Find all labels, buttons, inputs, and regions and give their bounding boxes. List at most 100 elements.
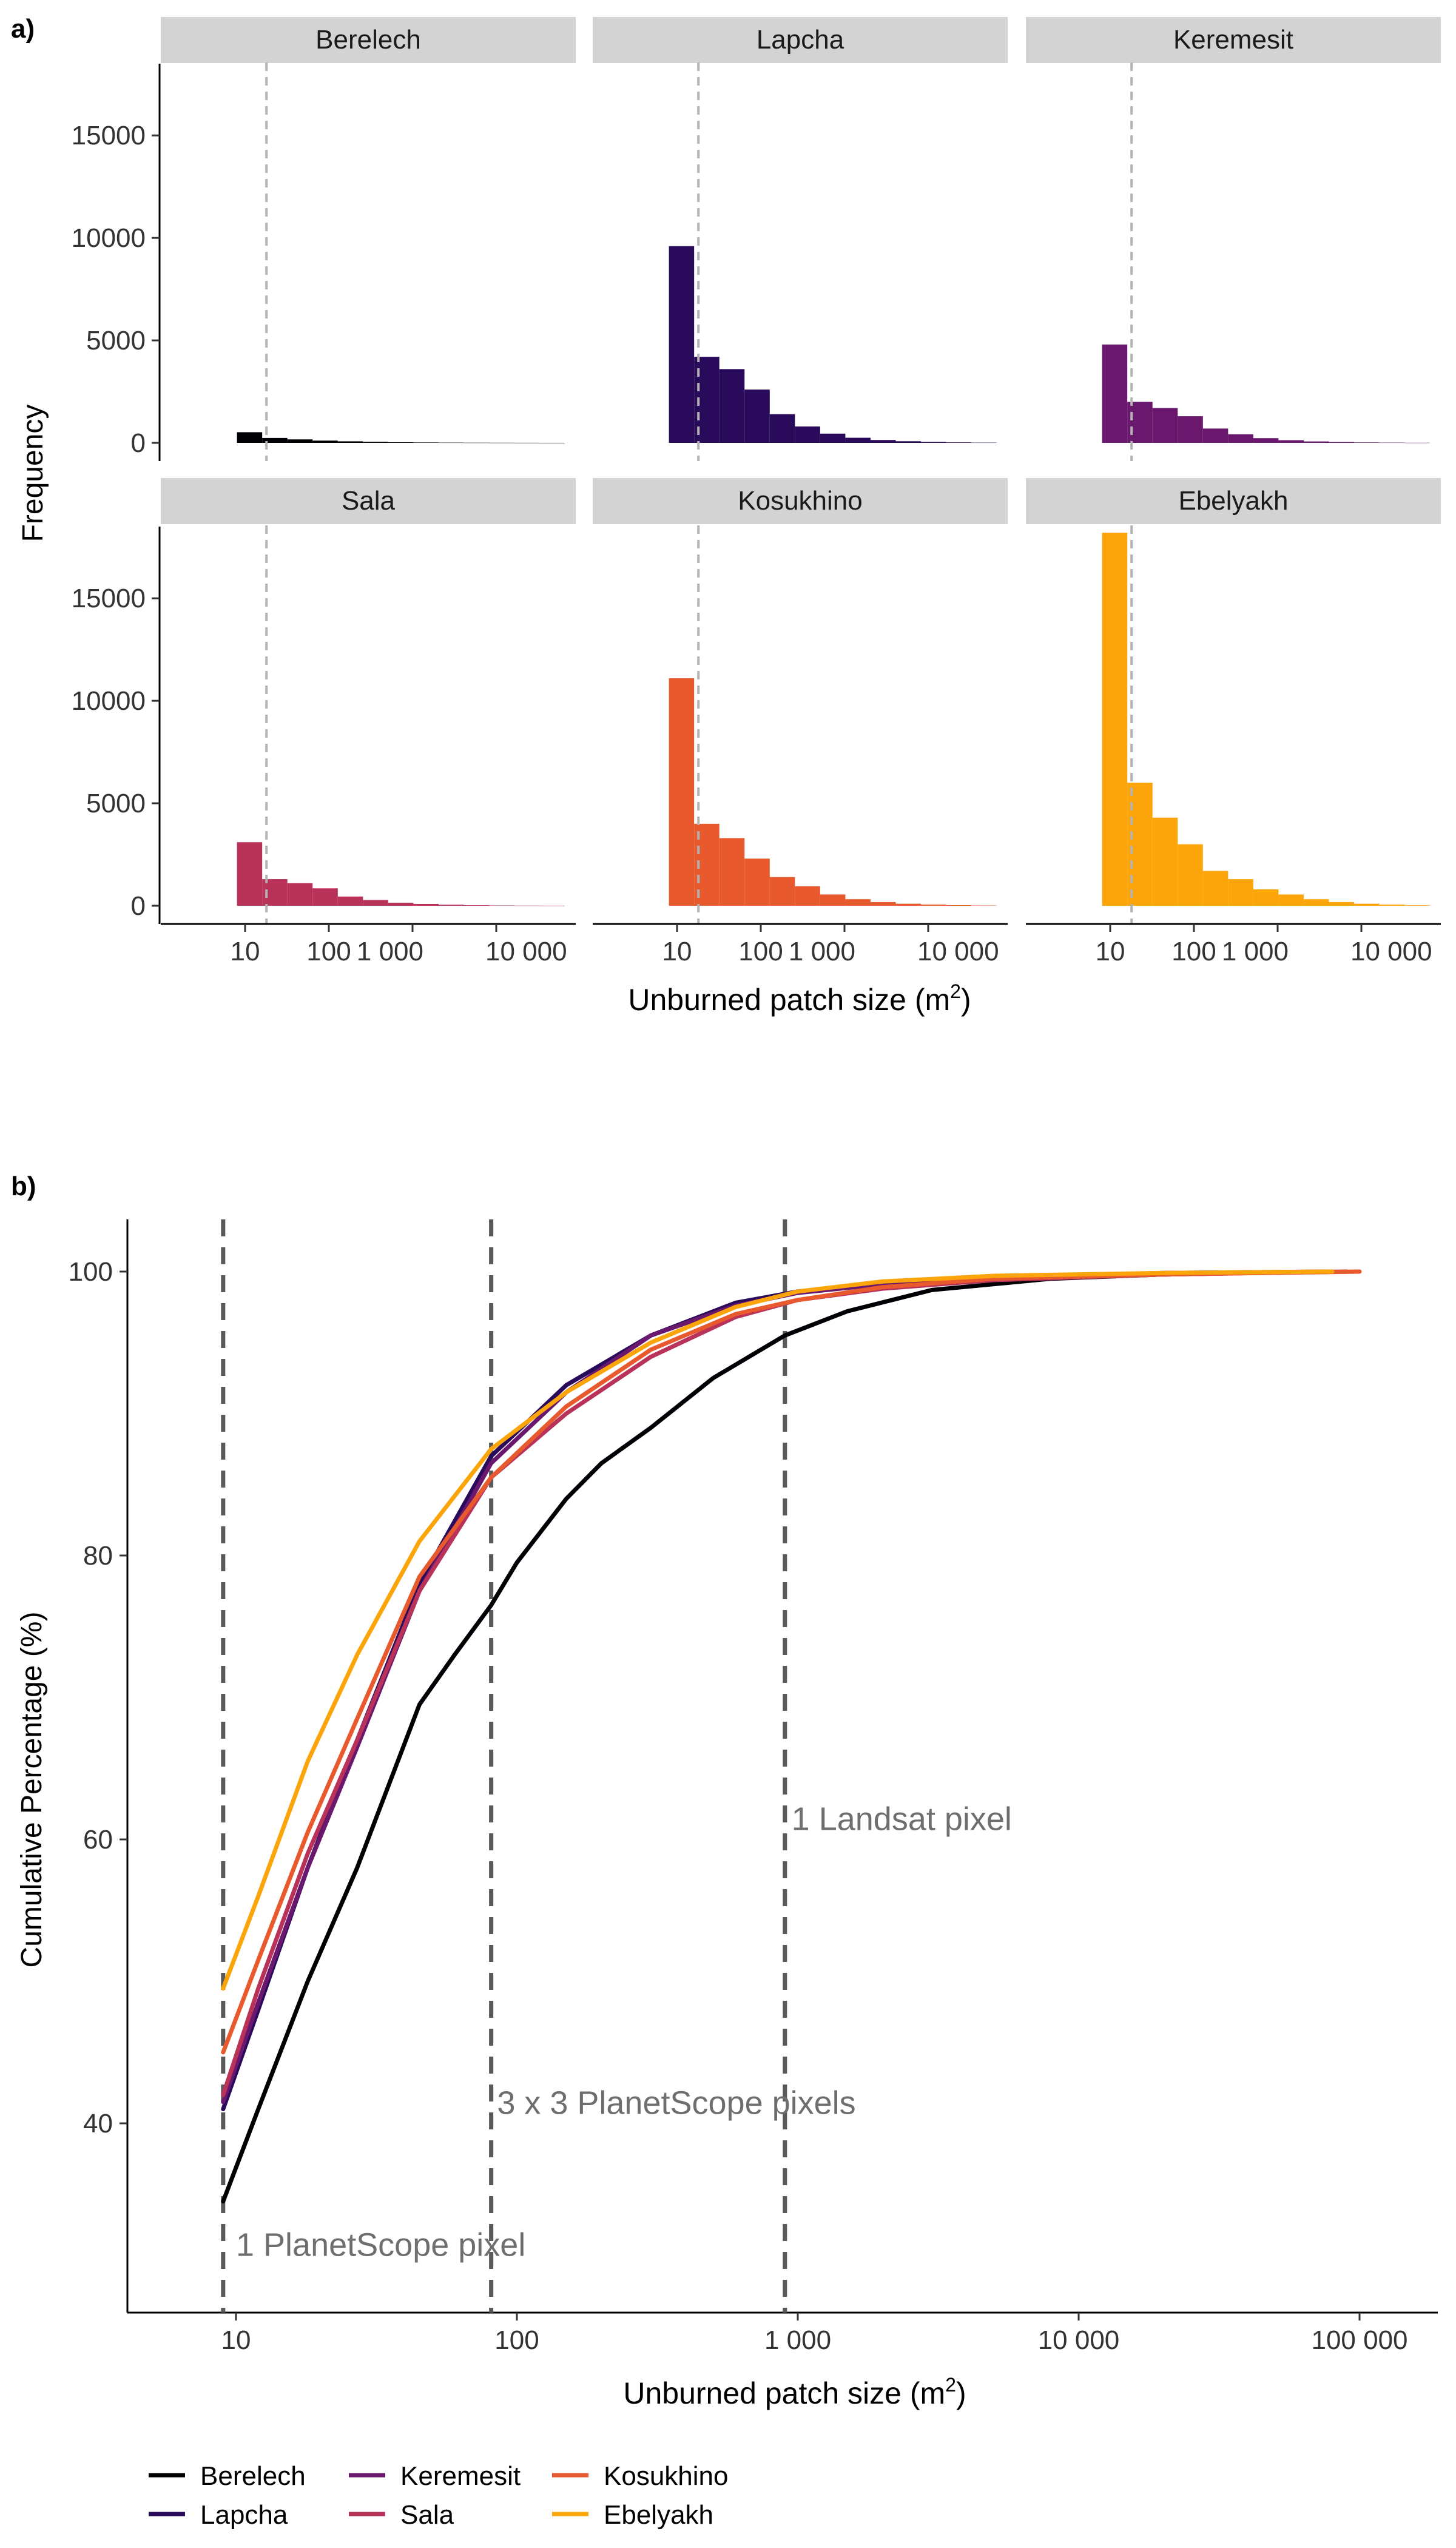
- histogram-bar: [363, 442, 388, 443]
- histogram-bar: [946, 905, 972, 906]
- facet-berelech: Berelech: [161, 17, 576, 461]
- histogram-bar: [1228, 434, 1253, 443]
- histogram-bar: [1329, 442, 1355, 443]
- facet-strip: [1026, 17, 1441, 63]
- histogram-bar: [312, 440, 338, 443]
- histogram-bar: [489, 905, 514, 906]
- panel-b-y-axis-title: Cumulative Percentage (%): [16, 1612, 48, 1968]
- legend-item: Berelech: [149, 2461, 306, 2491]
- facet-title: Lapcha: [757, 25, 844, 55]
- histogram-bar: [1102, 344, 1128, 443]
- y-tick-label: 80: [83, 1541, 113, 1571]
- panel-b-x-axis-title: Unburned patch size (m2): [623, 2374, 966, 2410]
- facet-strip: [593, 478, 1008, 524]
- histogram-bar: [1278, 440, 1304, 443]
- x-tick-label: 1 000: [789, 937, 855, 966]
- annotation-label: 1 PlanetScope pixel: [236, 2227, 525, 2263]
- x-tick-label: 100: [1171, 937, 1216, 966]
- annotation-label: 3 x 3 PlanetScope pixels: [497, 2085, 855, 2122]
- facet-title: Sala: [342, 486, 396, 516]
- histogram-bar: [463, 905, 490, 906]
- y-tick-label: 5000: [86, 789, 146, 818]
- x-tick-label: 10: [221, 2325, 251, 2355]
- panel-a-x-axis-title: Unburned patch size (m2): [628, 980, 971, 1017]
- legend-label: Keremesit: [400, 2461, 521, 2491]
- facet-ebelyakh: Ebelyakh: [1026, 478, 1441, 924]
- y-tick-label: 40: [83, 2109, 113, 2138]
- histogram-bar: [1253, 889, 1279, 906]
- histogram-bar: [1253, 438, 1279, 443]
- histogram-bar: [1202, 871, 1228, 906]
- y-tick-label: 60: [83, 1825, 113, 1855]
- y-tick-label: 0: [131, 428, 146, 458]
- histogram-bar: [388, 902, 414, 906]
- legend-label: Ebelyakh: [604, 2500, 713, 2530]
- histogram-bar: [287, 439, 313, 443]
- y-tick-label: 10000: [72, 223, 146, 253]
- legend-item: Kosukhino: [552, 2461, 728, 2491]
- series-line-kosukhino: [221, 1269, 1362, 2055]
- facet-title: Keremesit: [1173, 25, 1293, 55]
- histogram-bar: [413, 903, 439, 906]
- histogram-bar: [312, 888, 338, 906]
- x-tick-label: 10: [1096, 937, 1125, 966]
- facet-keremesit: Keremesit: [1026, 17, 1441, 461]
- series-line-lapcha: [221, 1269, 1335, 2112]
- facet-strip: [161, 17, 576, 63]
- histogram-bar: [337, 441, 363, 443]
- histogram-bar: [845, 437, 871, 443]
- x-tick-label: 100: [306, 937, 351, 966]
- panel-a: a) Berelech Lapcha Keremesit Sala Kosukhino E…: [11, 14, 1441, 1017]
- histogram-bar: [744, 858, 770, 906]
- y-tick-label: 15000: [72, 121, 146, 150]
- histogram-bar: [1303, 441, 1329, 443]
- facet-strip: [161, 478, 576, 524]
- histogram-bar: [438, 905, 464, 906]
- x-tick-label: 1 000: [357, 937, 423, 966]
- facet-strip: [593, 17, 1008, 63]
- histogram-bar: [1329, 902, 1355, 906]
- histogram-bar: [413, 442, 439, 443]
- panel-a-tag: a): [11, 14, 35, 44]
- histogram-bar: [262, 437, 288, 443]
- histogram-bar: [795, 886, 820, 906]
- histogram-bar: [744, 389, 770, 443]
- series-line-ebelyakh: [221, 1269, 1335, 1991]
- histogram-bar: [669, 678, 695, 906]
- series-line-berelech: [221, 1269, 1335, 2204]
- legend-item: Sala: [349, 2500, 454, 2530]
- facet-grid: Berelech Lapcha Keremesit Sala Kosukhino Ebel…: [161, 17, 1441, 924]
- histogram-bar: [870, 902, 896, 906]
- histogram-bar: [1354, 903, 1380, 906]
- histogram-bar: [287, 883, 313, 906]
- histogram-bar: [921, 442, 946, 443]
- annotation-label: 1 Landsat pixel: [792, 1801, 1012, 1838]
- x-tick-label: 10: [662, 937, 692, 966]
- histogram-bar: [971, 905, 997, 906]
- histogram-bar: [1278, 894, 1304, 906]
- facet-title: Berelech: [315, 25, 421, 55]
- histogram-bar: [388, 442, 414, 443]
- x-tick-label: 10 000: [485, 937, 567, 966]
- histogram-bar: [1127, 402, 1153, 443]
- series-line-keremesit: [221, 1269, 1335, 2105]
- histogram-bar: [1152, 817, 1178, 906]
- facet-strip: [1026, 478, 1441, 524]
- x-tick-label: 100 000: [1311, 2325, 1407, 2355]
- histogram-bar: [1404, 905, 1430, 906]
- x-tick-label: 10 000: [1350, 937, 1432, 966]
- histogram-bar: [769, 414, 795, 443]
- legend: Berelech Lapcha Keremesit Sala Kosukhino Ebel…: [149, 2461, 728, 2530]
- panel-b-tag: b): [11, 1171, 36, 1201]
- histogram-bar: [669, 246, 695, 443]
- histogram-bar: [1202, 428, 1228, 443]
- legend-item: Ebelyakh: [552, 2500, 713, 2530]
- facet-lapcha: Lapcha: [593, 17, 1008, 461]
- y-tick-label: 10000: [72, 686, 146, 716]
- facet-title: Kosukhino: [738, 486, 862, 516]
- histogram-bar: [237, 432, 263, 443]
- histogram-bar: [769, 877, 795, 906]
- histogram-bar: [1127, 783, 1153, 906]
